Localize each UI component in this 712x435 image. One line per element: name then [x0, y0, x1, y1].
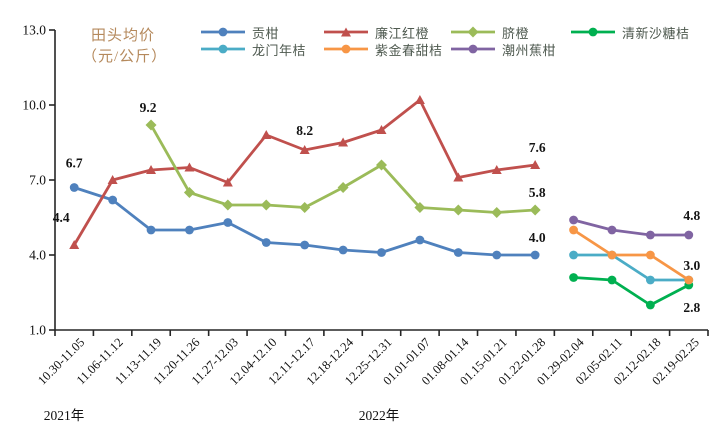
data-point [414, 95, 425, 104]
data-label: 4.4 [53, 210, 70, 225]
data-point [569, 215, 578, 225]
data-label: 2.8 [683, 300, 700, 315]
data-point [300, 240, 310, 250]
data-label: 6.7 [66, 156, 83, 171]
year-label: 2022年 [359, 408, 400, 423]
y-axis-label: 13.0 [22, 23, 46, 38]
data-point [569, 225, 578, 235]
data-point [145, 119, 157, 131]
legend-swatch-icon [571, 27, 615, 37]
legend-swatch-icon [451, 44, 495, 54]
chart-title-line2: （元/公斤） [82, 49, 168, 65]
data-point [261, 238, 271, 247]
series-line [573, 276, 690, 307]
y-axis-label: 1.0 [29, 323, 46, 338]
legend-item: 廉江红橙 [323, 25, 430, 41]
data-point [645, 230, 655, 240]
legend-label: 贡柑 [252, 25, 280, 41]
legend-item: 清新沙糖桔 [570, 25, 690, 41]
data-point [184, 162, 195, 172]
series-line [572, 228, 690, 282]
data-point [261, 130, 272, 139]
data-label: 4.0 [529, 230, 546, 245]
legend-label: 脐橙 [502, 25, 530, 41]
legend-swatch-icon [451, 26, 495, 38]
data-point [645, 250, 655, 260]
data-point [684, 230, 694, 240]
legend-item: 潮州蕉柑 [450, 42, 557, 58]
data-point [146, 225, 156, 235]
data-point [108, 195, 118, 205]
data-label: 3.0 [683, 258, 700, 273]
legend-label: 紫金春甜桔 [375, 42, 443, 58]
data-point [645, 275, 655, 285]
data-label: 8.2 [296, 123, 313, 138]
data-point [299, 145, 310, 154]
data-point [338, 245, 348, 255]
legend-swatch-icon [324, 44, 368, 54]
legend-label: 潮州蕉柑 [502, 42, 557, 58]
data-point [453, 248, 463, 257]
data-point [569, 250, 578, 260]
data-point [69, 183, 79, 192]
axis-lines [54, 30, 708, 331]
data-point [146, 165, 157, 174]
legend-swatch-icon [324, 27, 368, 37]
y-axis-label: 10.0 [22, 98, 46, 113]
data-label: 7.6 [529, 140, 546, 155]
series-line [573, 253, 689, 282]
data-point [338, 137, 349, 147]
data-point [530, 160, 541, 169]
data-point [492, 250, 502, 260]
data-point [260, 199, 272, 211]
y-axis-label: 4.0 [29, 248, 46, 263]
data-point [529, 204, 541, 216]
legend-swatch-icon [201, 44, 245, 54]
data-point [415, 235, 425, 245]
data-point [107, 175, 118, 184]
legend-label: 廉江红橙 [375, 25, 430, 41]
data-point [299, 202, 311, 213]
data-point [222, 199, 234, 211]
data-point [530, 250, 540, 260]
y-axis-label: 7.0 [29, 173, 46, 188]
data-point [376, 159, 387, 171]
data-point [491, 165, 502, 174]
data-label: 9.2 [140, 100, 157, 115]
data-label: 5.8 [529, 185, 546, 200]
data-point [607, 225, 617, 235]
legend-item: 贡柑 [200, 25, 280, 41]
legend-item: 脐橙 [450, 25, 530, 41]
data-point [185, 225, 194, 235]
data-point [414, 202, 426, 213]
legend-item: 龙门年桔 [200, 42, 307, 58]
data-point [377, 248, 386, 257]
data-point [491, 207, 503, 218]
legend-item: 紫金春甜桔 [323, 42, 443, 58]
data-point [607, 250, 617, 260]
data-point [453, 172, 464, 182]
data-point [645, 300, 655, 310]
data-point [569, 273, 578, 282]
data-point [376, 125, 387, 134]
data-point [607, 275, 617, 285]
data-point [222, 177, 233, 187]
data-point [684, 275, 694, 285]
legend-swatch-icon [201, 27, 245, 37]
legend-label: 清新沙糖桔 [622, 25, 690, 41]
chart-title-line1: 田头均价 [91, 28, 156, 44]
data-point [223, 218, 233, 227]
data-point [69, 240, 80, 249]
legend-label: 龙门年桔 [252, 42, 307, 58]
series-line [573, 218, 689, 237]
data-point [183, 187, 195, 198]
chart-title: 田头均价 （元/公斤） [82, 26, 192, 68]
data-point [337, 182, 349, 193]
data-label: 4.8 [683, 208, 700, 223]
data-point [452, 204, 464, 216]
year-label: 2021年 [44, 408, 85, 423]
